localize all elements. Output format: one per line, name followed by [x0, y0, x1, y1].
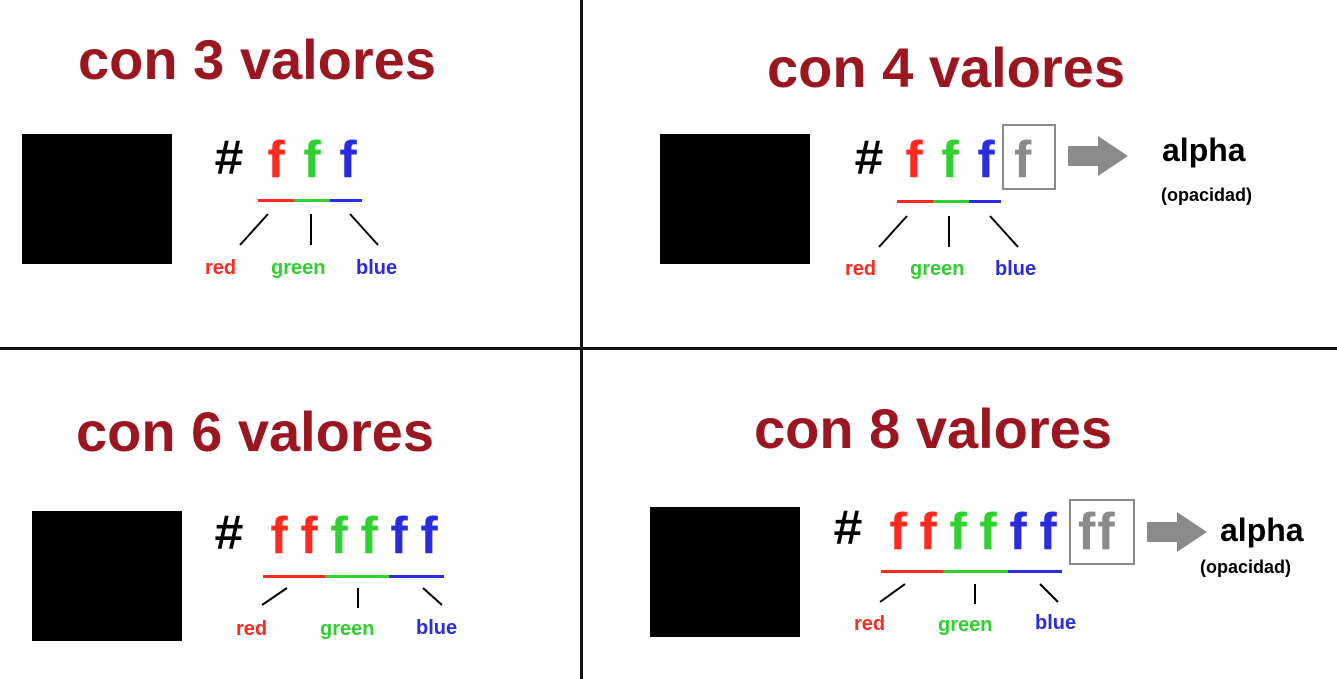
- hex-digit-blue: f: [420, 507, 438, 565]
- green-label: green: [320, 618, 375, 640]
- green-underline: [943, 570, 1008, 573]
- red-connector: [878, 215, 908, 248]
- hash-symbol: #: [833, 503, 864, 560]
- color-swatch: [32, 511, 182, 641]
- hex-digit-green: f: [949, 503, 967, 561]
- arrow-icon: [1068, 136, 1128, 176]
- blue-label: blue: [356, 257, 398, 279]
- blue-label: blue: [995, 258, 1037, 280]
- red-label: red: [236, 618, 268, 640]
- green-label: green: [938, 614, 993, 636]
- hash-symbol: #: [214, 133, 245, 190]
- panel-8-title: con 8 valores: [754, 397, 1112, 460]
- hex-digit-red: f: [905, 131, 923, 189]
- vertical-divider: [580, 0, 583, 679]
- red-connector: [879, 583, 906, 603]
- horizontal-divider: [0, 347, 1337, 350]
- opacity-label: (opacidad): [1161, 185, 1253, 205]
- red-label: red: [205, 257, 237, 279]
- hex-digit-blue: f: [977, 131, 995, 189]
- hex-digit-green: f: [303, 131, 321, 189]
- opacity-label: (opacidad): [1200, 557, 1292, 577]
- green-label: green: [271, 257, 326, 279]
- hash-symbol: #: [214, 508, 245, 565]
- hex-digit-blue: f: [339, 131, 357, 189]
- hex-digit-red: f: [919, 503, 937, 561]
- red-underline: [263, 575, 325, 578]
- alpha-digits: ff: [1078, 503, 1117, 561]
- color-swatch: [650, 507, 800, 637]
- alpha-digit-box: [1002, 124, 1056, 190]
- blue-underline: [330, 199, 362, 202]
- hex-digit-green: f: [330, 507, 348, 565]
- blue-label: blue: [416, 617, 458, 639]
- red-label: red: [854, 613, 886, 635]
- blue-connector: [349, 213, 379, 246]
- green-underline: [933, 200, 969, 203]
- hex-digit-blue: f: [1009, 503, 1027, 561]
- hex-digit-green: f: [360, 507, 378, 565]
- hex-digit-red: f: [267, 131, 285, 189]
- hex-digit-red: f: [889, 503, 907, 561]
- color-swatch: [660, 134, 810, 264]
- hex-digit-blue: f: [1039, 503, 1057, 561]
- alpha-digit-box: [1069, 499, 1135, 565]
- blue-underline: [969, 200, 1001, 203]
- green-underline: [325, 575, 389, 578]
- red-label: red: [845, 258, 877, 280]
- panel-3-title: con 3 valores: [78, 28, 436, 91]
- red-underline: [258, 199, 294, 202]
- red-connector: [239, 213, 269, 246]
- hex-digit-red: f: [270, 507, 288, 565]
- alpha-label: alpha: [1220, 512, 1304, 548]
- blue-underline: [389, 575, 444, 578]
- red-connector: [261, 587, 288, 606]
- hex-digit-red: f: [300, 507, 318, 565]
- alpha-label: alpha: [1162, 132, 1246, 168]
- red-underline: [897, 200, 933, 203]
- panel-6-title: con 6 valores: [76, 400, 434, 463]
- hash-symbol: #: [854, 133, 885, 190]
- blue-connector: [422, 587, 443, 606]
- red-underline: [881, 570, 943, 573]
- hex-digit-green: f: [941, 131, 959, 189]
- hex-digit-blue: f: [390, 507, 408, 565]
- hex-digit-green: f: [979, 503, 997, 561]
- blue-label: blue: [1035, 612, 1077, 634]
- arrow-icon: [1147, 512, 1207, 552]
- green-underline: [294, 199, 330, 202]
- blue-connector: [1039, 583, 1059, 603]
- alpha-digits: f: [1014, 131, 1032, 189]
- blue-underline: [1008, 570, 1062, 573]
- color-swatch: [22, 134, 172, 264]
- green-label: green: [910, 258, 965, 280]
- panel-4-title: con 4 valores: [767, 36, 1125, 99]
- blue-connector: [989, 215, 1019, 248]
